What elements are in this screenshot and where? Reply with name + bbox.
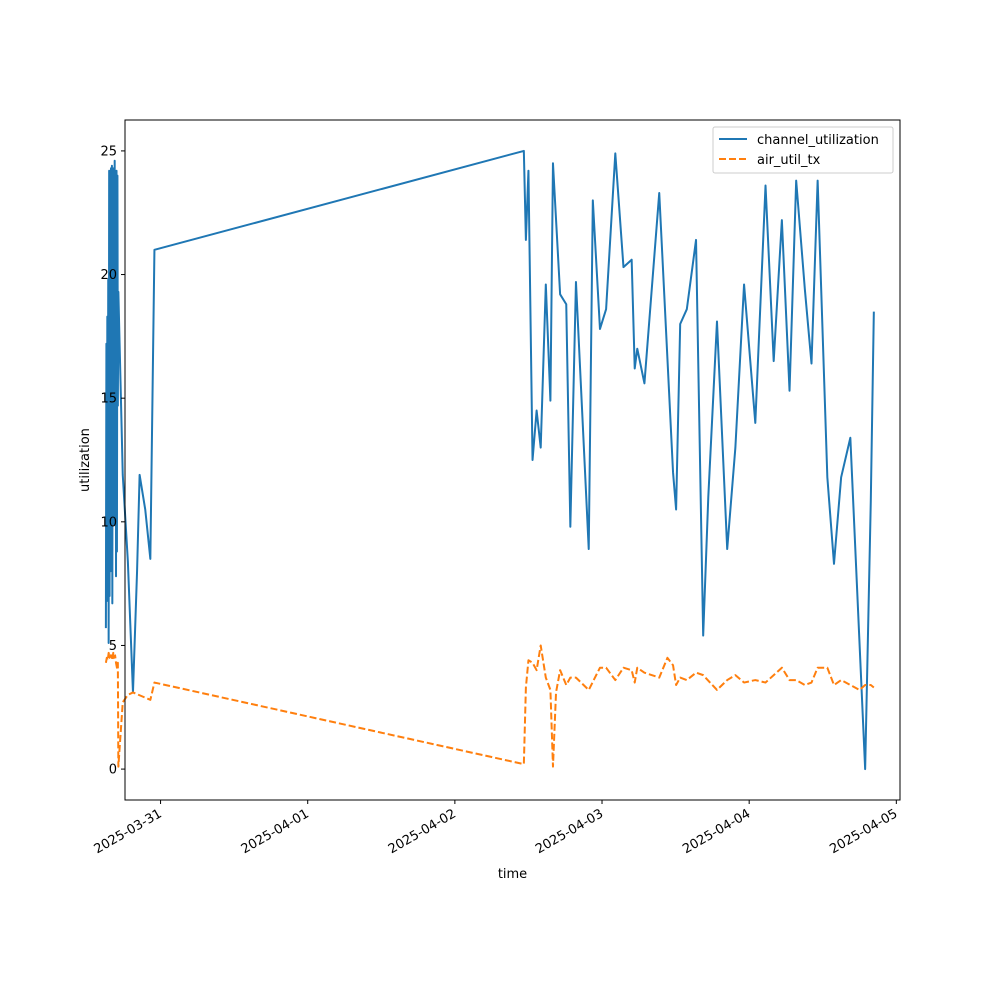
series-line-channel-utilization [104,149,875,771]
y-tick-label: 25 [100,144,117,159]
y-axis: 0 5 10 15 20 25 [100,144,125,778]
y-tick-label: 20 [100,268,117,283]
y-tick-label: 10 [100,515,117,530]
series-layer [104,149,875,771]
y-axis-label: utilization [78,428,93,492]
plot-area-frame [124,119,901,801]
x-axis-label: time [498,867,527,882]
legend-label-air-util-tx: air_util_tx [757,153,821,168]
y-tick-label: 5 [109,639,117,654]
legend: channel_utilization air_util_tx [712,126,894,174]
legend-frame [712,126,894,174]
y-tick-label: 0 [109,763,117,778]
legend-label-channel-utilization: channel_utilization [757,133,879,148]
y-tick-label: 15 [100,392,117,407]
series-line-air-util-tx [104,644,875,768]
